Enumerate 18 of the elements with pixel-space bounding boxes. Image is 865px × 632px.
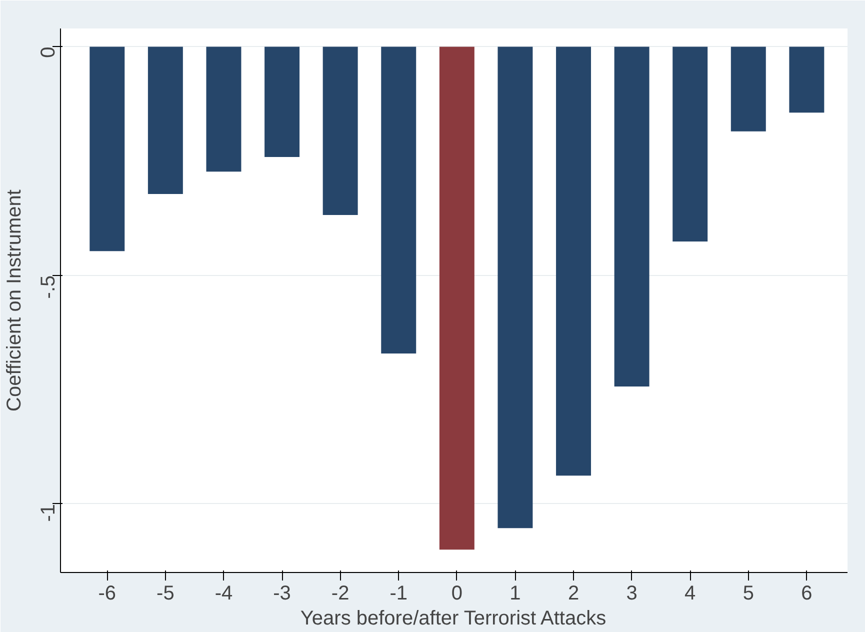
x-tick-label: -6 xyxy=(98,582,116,604)
y-tick-label: -.5 xyxy=(38,275,60,299)
y-tick-label: 0 xyxy=(38,46,60,58)
x-tick-label: 5 xyxy=(742,582,754,604)
x-tick-label: -1 xyxy=(390,582,408,604)
x-tick-label: 2 xyxy=(568,582,580,604)
x-tick-label: 1 xyxy=(510,582,521,604)
x-tick-label: 6 xyxy=(801,582,812,604)
y-axis-title: Coefficient on Instrument xyxy=(4,189,26,412)
y-tick-label: -1 xyxy=(38,504,60,522)
x-tick-label: -4 xyxy=(214,582,233,604)
x-tick-label: 3 xyxy=(626,582,638,604)
x-tick-label: -5 xyxy=(156,582,174,604)
x-axis-title: Years before/after Terrorist Attacks xyxy=(300,608,606,630)
x-tick-label: 0 xyxy=(451,582,462,604)
x-tick-label: 4 xyxy=(684,582,696,604)
x-tick-label: -3 xyxy=(273,582,291,604)
x-tick-label: -2 xyxy=(331,582,350,604)
